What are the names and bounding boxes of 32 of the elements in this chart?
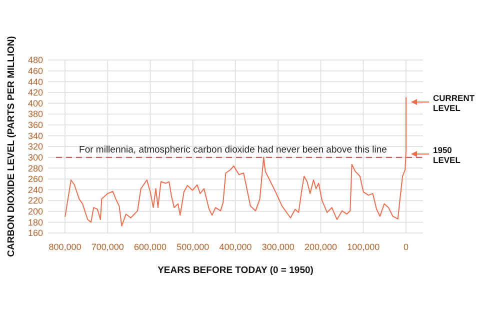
y-tick-label: 160 bbox=[28, 228, 43, 238]
y-tick-label: 300 bbox=[28, 152, 43, 162]
y-tick-label: 460 bbox=[28, 66, 43, 76]
line-series bbox=[64, 96, 406, 226]
text: CURRENT LEVEL bbox=[433, 93, 476, 113]
y-tick-label: 480 bbox=[28, 55, 43, 66]
x-tick-label: 300,000 bbox=[262, 242, 294, 252]
text: 1950 LEVEL bbox=[433, 145, 460, 165]
y-tick-label: 340 bbox=[28, 130, 43, 141]
x-tick-label: 0 bbox=[403, 242, 408, 252]
x-tick-label: 400,000 bbox=[219, 242, 252, 252]
x-tick-label: 200,000 bbox=[304, 242, 337, 252]
y-axis-title: CARBON DIOXIDE LEVEL (PARTS PER MILLION) bbox=[6, 36, 17, 257]
x-tick-label: 700,000 bbox=[91, 242, 124, 252]
y-tick-label: 280 bbox=[28, 163, 43, 174]
x-tick-label: 600,000 bbox=[134, 242, 167, 252]
x-tick-label: 800,000 bbox=[48, 242, 82, 252]
y-tick-label: 220 bbox=[28, 196, 43, 206]
y-tick-label: 200 bbox=[28, 206, 43, 217]
y-tick-label: 420 bbox=[28, 88, 43, 98]
y-tick-label: 360 bbox=[28, 120, 43, 130]
y-tick-label: 260 bbox=[28, 174, 43, 184]
ref-line-label: For millennia, atmospheric carbon dioxide had never been above this line bbox=[79, 144, 387, 156]
x-tick-label: 500,000 bbox=[176, 242, 210, 252]
y-tick-label: 240 bbox=[28, 184, 43, 195]
y-tick-label: 400 bbox=[28, 98, 43, 108]
y-tick-label: 320 bbox=[28, 142, 43, 152]
y-tick-label: 180 bbox=[28, 217, 43, 228]
x-axis-title: YEARS BEFORE TODAY (0 = 1950) bbox=[158, 265, 314, 276]
x-tick-label: 100,000 bbox=[347, 242, 380, 252]
y-tick-label: 440 bbox=[28, 76, 43, 87]
y-tick-label: 380 bbox=[28, 109, 43, 120]
